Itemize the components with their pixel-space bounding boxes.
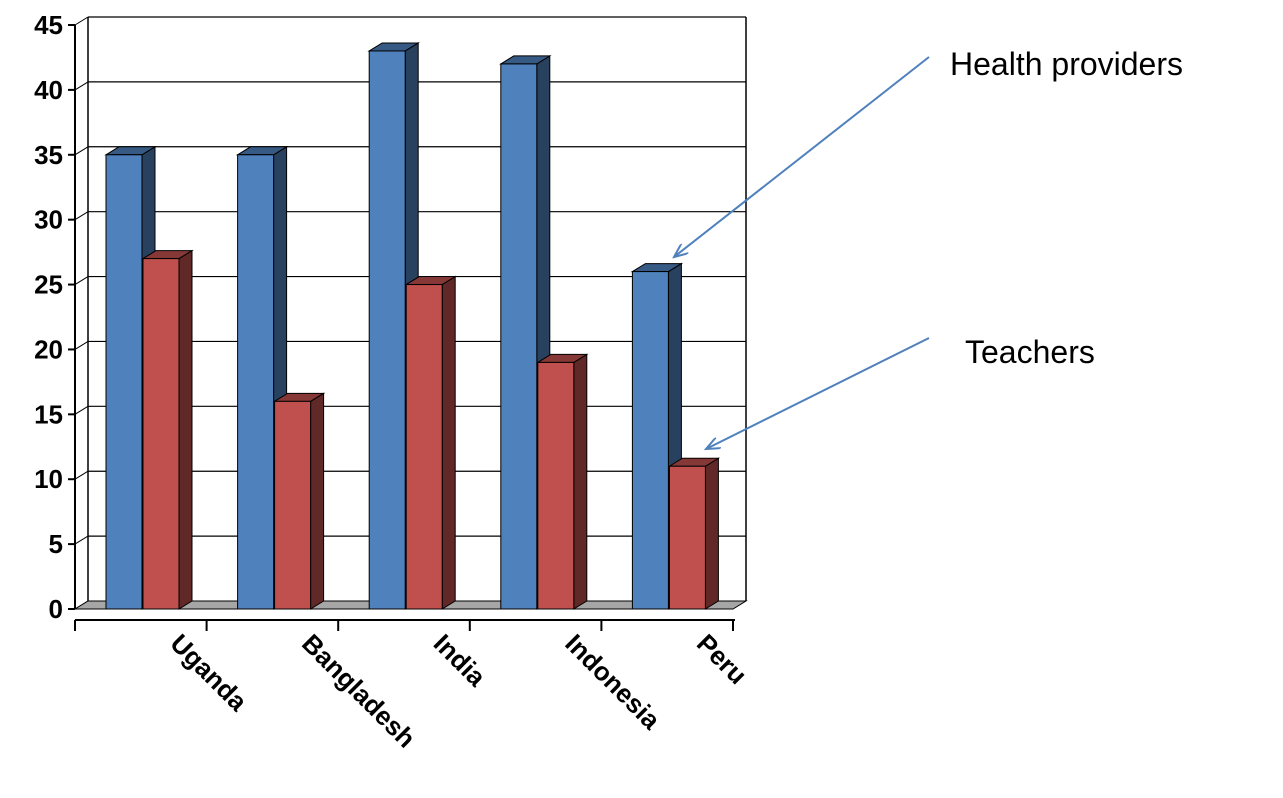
bar-series-2-peru	[667, 457, 721, 610]
y-tick-label: 0	[49, 594, 63, 624]
bar-side	[573, 353, 588, 610]
bar-side	[178, 249, 193, 610]
annotation-layer: Health providers Teachers	[674, 46, 1183, 449]
y-tick-label: 15	[34, 399, 63, 429]
bar-side	[704, 457, 719, 610]
y-tick-label: 45	[34, 10, 63, 40]
bar-front	[405, 284, 443, 610]
x-category-label: Bangladesh	[296, 628, 421, 753]
gridline-side	[74, 16, 89, 26]
bar-front	[500, 63, 538, 610]
gridline-side	[74, 81, 89, 91]
annotation-label: Health providers	[950, 46, 1183, 82]
x-category-label: India	[428, 628, 492, 692]
bar-front	[142, 258, 180, 610]
y-tick-label: 30	[34, 205, 63, 235]
bar-front	[237, 154, 275, 610]
y-tick-label: 20	[34, 334, 63, 364]
x-category-label: Peru	[691, 628, 753, 690]
gridline-side	[74, 470, 89, 480]
bar-series-2-uganda	[141, 249, 194, 610]
gridline-side	[74, 405, 89, 415]
x-category-label: Uganda	[165, 628, 254, 717]
gridline-side	[74, 211, 89, 221]
y-tick-label: 35	[34, 140, 63, 170]
bar-front	[105, 154, 143, 610]
annotation-arrow	[706, 337, 930, 449]
bar-front	[368, 50, 406, 610]
bar-series-2-indonesia	[536, 353, 589, 610]
bar-front	[631, 271, 669, 610]
y-tick-label: 25	[34, 270, 63, 300]
gridline-side	[74, 341, 89, 350]
annotation-label: Teachers	[965, 334, 1095, 370]
y-tick-label: 10	[34, 464, 63, 494]
bar-front	[537, 361, 575, 610]
x-category-label: Indonesia	[559, 628, 666, 735]
bar-side	[310, 392, 325, 610]
bar-side	[441, 275, 456, 610]
gridline-side	[74, 276, 89, 285]
y-tick-label: 40	[34, 75, 63, 105]
axis-layer	[68, 24, 735, 631]
bar-series-2-india	[404, 275, 457, 610]
y-tick-label: 5	[49, 529, 63, 559]
annotation-arrow	[674, 56, 930, 257]
bar-front	[668, 465, 706, 610]
bar-series-2-bangladesh	[272, 392, 326, 610]
gridline-side	[74, 535, 89, 545]
bar-layer	[104, 42, 721, 610]
gridline-side	[74, 146, 89, 156]
bar-front	[274, 400, 312, 610]
bar-series-1-india	[367, 42, 420, 610]
